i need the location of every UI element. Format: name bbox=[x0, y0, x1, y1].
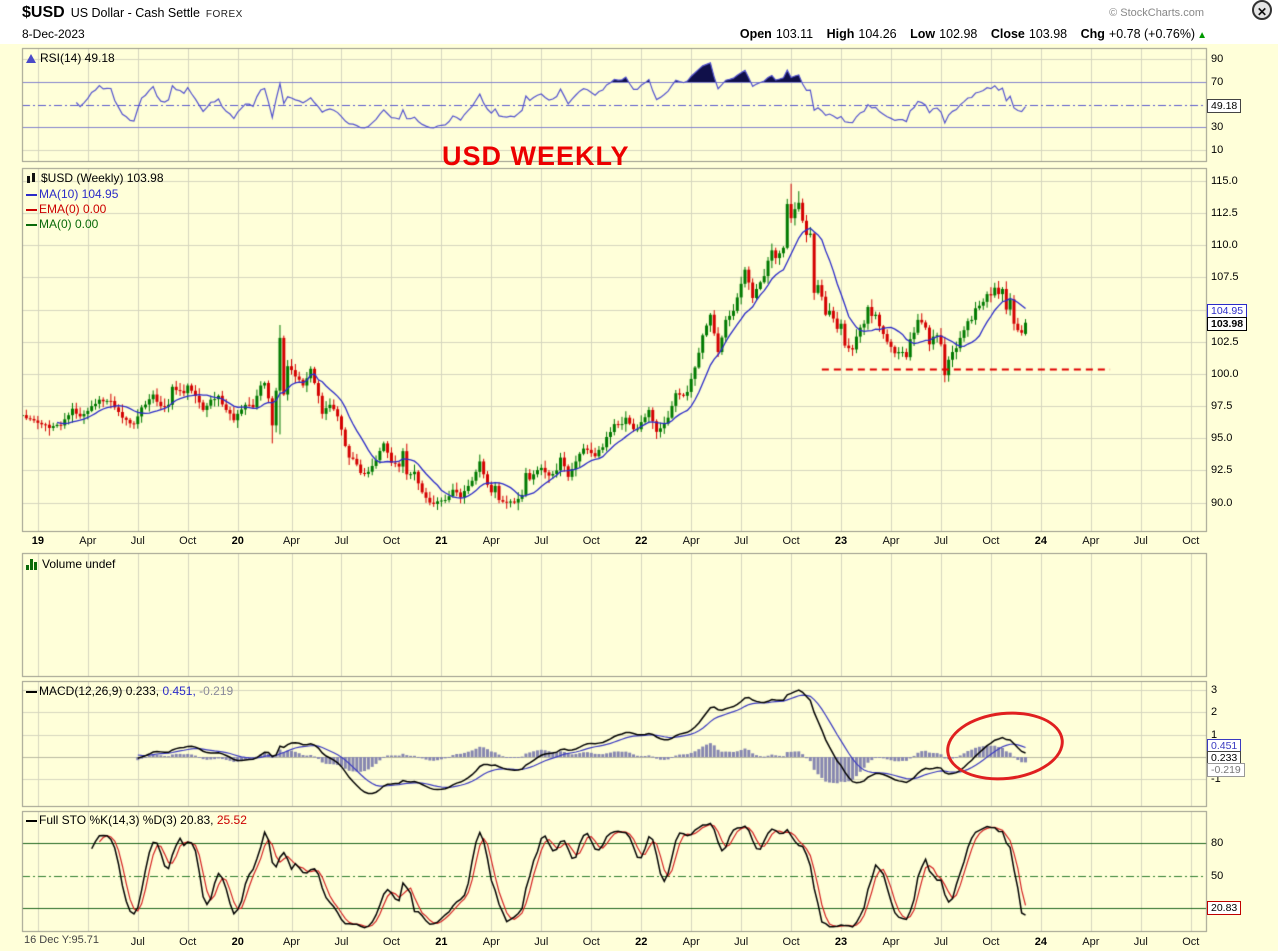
sto-k-line-swatch bbox=[26, 819, 37, 822]
candlestick-chart-icon bbox=[26, 173, 37, 184]
ema0-legend: EMA(0) 0.00 bbox=[26, 202, 106, 216]
ma10-line-swatch bbox=[26, 193, 37, 196]
price-legend: $USD (Weekly) 103.98 bbox=[26, 171, 164, 185]
macd-value: 0.233, bbox=[125, 684, 160, 698]
ema0-legend-text: EMA(0) 0.00 bbox=[39, 202, 107, 216]
rsi-legend: RSI(14) 49.18 bbox=[26, 51, 115, 65]
macd-signal-value: 0.451, bbox=[162, 684, 196, 698]
macd-line-swatch bbox=[26, 690, 37, 693]
sto-d-value: 25.52 bbox=[216, 813, 247, 827]
ma10-value-badge: 104.95 bbox=[1207, 304, 1248, 318]
close-label: Close bbox=[990, 27, 1025, 41]
high-label: High bbox=[826, 27, 855, 41]
volume-legend-text: Volume undef bbox=[42, 557, 116, 571]
close-button[interactable]: ✕ bbox=[1252, 0, 1272, 20]
chg-label: Chg bbox=[1080, 27, 1105, 41]
chg-value: +0.78 (+0.76%) bbox=[1108, 27, 1196, 41]
ma10-legend-text: MA(10) 104.95 bbox=[39, 187, 119, 201]
macd-legend: MACD(12,26,9) 0.233, 0.451, -0.219 bbox=[26, 684, 233, 698]
last-price-badge: 103.98 bbox=[1207, 317, 1248, 331]
crosshair-readout: 16 Dec Y:95.71 bbox=[22, 934, 106, 948]
rsi-legend-text: RSI(14) 49.18 bbox=[40, 51, 115, 65]
chart-date: 8-Dec-2023 bbox=[22, 27, 85, 41]
volume-legend: Volume undef bbox=[26, 557, 115, 571]
ma0-legend: MA(0) 0.00 bbox=[26, 217, 98, 231]
ma10-legend: MA(10) 104.95 bbox=[26, 187, 118, 201]
macd-value-badge: 0.233 bbox=[1207, 751, 1242, 765]
ohlc-quote: Open 103.11 High 104.26 Low 102.98 Close 103… bbox=[730, 27, 1207, 41]
macd-legend-name: MACD(12,26,9) bbox=[39, 684, 123, 698]
symbol: $USD bbox=[22, 4, 65, 21]
close-value: 103.98 bbox=[1028, 27, 1068, 41]
macd-hist-badge: -0.219 bbox=[1207, 763, 1245, 777]
area-chart-icon bbox=[26, 54, 36, 64]
macd-hist-value: -0.219 bbox=[199, 684, 234, 698]
ma0-line-swatch bbox=[26, 223, 37, 226]
open-value: 103.11 bbox=[775, 27, 814, 41]
rsi-value-badge: 49.18 bbox=[1207, 99, 1242, 113]
low-label: Low bbox=[910, 27, 936, 41]
chart-title: $USD US Dollar - Cash Settle FOREX bbox=[22, 4, 243, 22]
up-arrow-icon: ▲ bbox=[1197, 30, 1207, 41]
volume-bars-icon bbox=[26, 559, 38, 571]
copyright: © StockCharts.com bbox=[1109, 7, 1204, 19]
usd-weekly-annotation: USD WEEKLY bbox=[442, 141, 630, 171]
sto-k-value: 20.83, bbox=[180, 813, 214, 827]
sto-legend: Full STO %K(14,3) %D(3) 20.83, 25.52 bbox=[26, 813, 247, 827]
sto-legend-name: Full STO %K(14,3) %D(3) bbox=[39, 813, 177, 827]
chart-header: $USD US Dollar - Cash Settle FOREX © Stock… bbox=[0, 0, 1278, 44]
open-label: Open bbox=[739, 27, 772, 41]
sto-value-badge: 20.83 bbox=[1207, 901, 1242, 915]
price-legend-text: $USD (Weekly) 103.98 bbox=[41, 171, 164, 185]
low-value: 102.98 bbox=[939, 27, 978, 41]
high-value: 104.26 bbox=[858, 27, 897, 41]
exchange-label: FOREX bbox=[205, 9, 243, 20]
ema0-line-swatch bbox=[26, 208, 37, 211]
symbol-name: US Dollar - Cash Settle bbox=[70, 6, 200, 20]
ma0-legend-text: MA(0) 0.00 bbox=[39, 217, 99, 231]
